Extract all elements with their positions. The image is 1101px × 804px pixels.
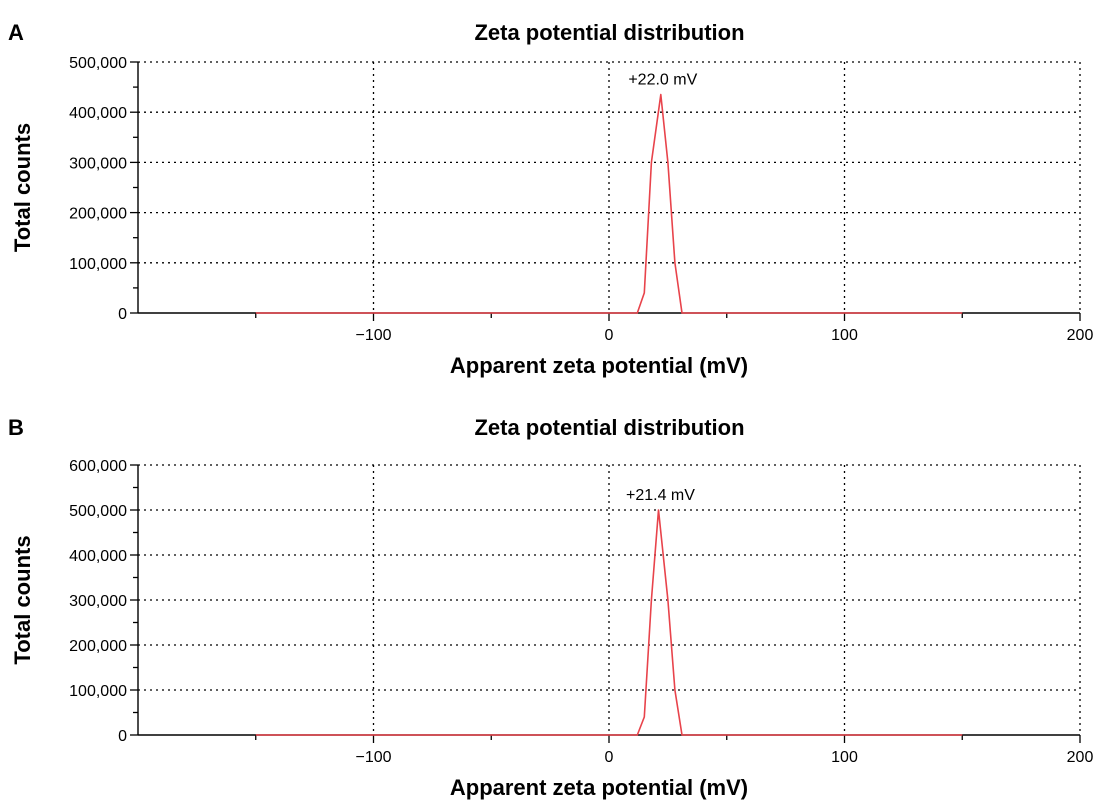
y-tick-label: 400,000 — [69, 105, 127, 122]
x-axis-label: Apparent zeta potential (mV) — [450, 353, 748, 378]
y-axis-label: Total counts — [10, 123, 35, 252]
x-tick-label: 100 — [831, 327, 858, 344]
y-axis-label: Total counts — [10, 535, 35, 664]
y-tick-label: 0 — [118, 728, 127, 745]
chart-title: Zeta potential distribution — [474, 415, 745, 440]
x-tick-label: 200 — [1067, 327, 1094, 344]
y-tick-label: 600,000 — [69, 458, 127, 475]
y-tick-label: 100,000 — [69, 683, 127, 700]
chart-title: Zeta potential distribution — [474, 20, 745, 45]
x-axis-label: Apparent zeta potential (mV) — [450, 775, 748, 800]
y-tick-label: 300,000 — [69, 155, 127, 172]
series-line — [255, 93, 963, 314]
y-tick-label: 500,000 — [69, 55, 127, 72]
chart-panel-b: B Zeta potential distribution 0 100,000 20… — [0, 400, 1101, 804]
x-tick-label: −100 — [355, 327, 391, 344]
peak-annotation: +22.0 mV — [628, 72, 697, 89]
chart-plot-b: 0 100,000 200,000 300,000 400,000 500,000 600,… — [10, 458, 1094, 800]
y-tick-label: 100,000 — [69, 256, 127, 273]
y-tick-label: 500,000 — [69, 503, 127, 520]
y-tick-label: 200,000 — [69, 206, 127, 223]
chart-plot-a: 0 100,000 200,000 300,000 400,000 500,000 −100… — [10, 55, 1094, 378]
x-tick-label: 0 — [605, 749, 614, 766]
panel-letter: B — [8, 415, 24, 440]
y-tick-label: 200,000 — [69, 638, 127, 655]
y-tick-label: 0 — [118, 306, 127, 323]
x-tick-label: 200 — [1067, 749, 1094, 766]
series-line — [255, 509, 963, 736]
chart-panel-a: A Zeta potential distribution 0 100,000 20… — [0, 0, 1101, 400]
x-tick-label: 0 — [605, 327, 614, 344]
y-tick-label: 300,000 — [69, 593, 127, 610]
x-tick-label: −100 — [355, 749, 391, 766]
x-tick-label: 100 — [831, 749, 858, 766]
y-tick-label: 400,000 — [69, 548, 127, 565]
panel-letter: A — [8, 20, 24, 45]
peak-annotation: +21.4 mV — [626, 487, 695, 504]
